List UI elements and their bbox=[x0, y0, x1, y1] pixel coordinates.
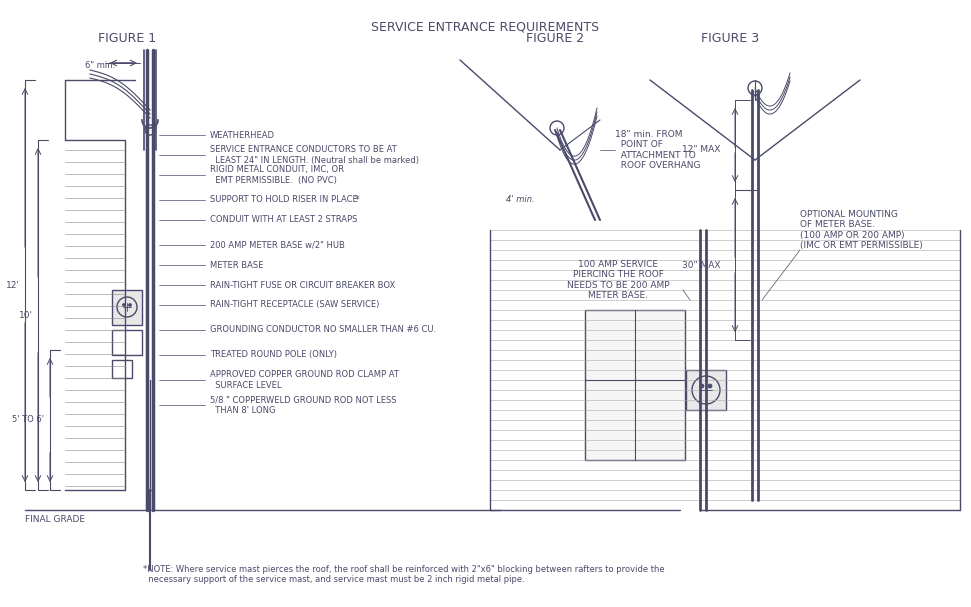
Text: *: * bbox=[355, 195, 359, 205]
Text: SERVICE ENTRANCE CONDUCTORS TO BE AT
  LEAST 24" IN LENGTH. (Neutral shall be ma: SERVICE ENTRANCE CONDUCTORS TO BE AT LEA… bbox=[210, 145, 419, 164]
Text: 10': 10' bbox=[19, 311, 33, 319]
Circle shape bbox=[128, 304, 131, 307]
Circle shape bbox=[708, 384, 712, 388]
Text: 6" min.: 6" min. bbox=[85, 61, 116, 69]
Text: FIGURE 2: FIGURE 2 bbox=[526, 32, 585, 44]
Text: RIGID METAL CONDUIT, IMC, OR
  EMT PERMISSIBLE.  (NO PVC): RIGID METAL CONDUIT, IMC, OR EMT PERMISS… bbox=[210, 165, 344, 185]
Text: WEATHERHEAD: WEATHERHEAD bbox=[210, 131, 275, 140]
Bar bbox=[112, 360, 132, 378]
Text: TREATED ROUND POLE (ONLY): TREATED ROUND POLE (ONLY) bbox=[210, 350, 337, 359]
Text: 12': 12' bbox=[6, 280, 20, 290]
Text: FINAL GRADE: FINAL GRADE bbox=[25, 515, 85, 524]
Bar bbox=[112, 330, 142, 355]
Text: APPROVED COPPER GROUND ROD CLAMP AT
  SURFACE LEVEL: APPROVED COPPER GROUND ROD CLAMP AT SURF… bbox=[210, 370, 399, 390]
Text: 100 AMP SERVICE
PIERCING THE ROOF
NEEDS TO BE 200 AMP
METER BASE.: 100 AMP SERVICE PIERCING THE ROOF NEEDS … bbox=[567, 260, 669, 300]
Text: RAIN-TIGHT FUSE OR CIRCUIT BREAKER BOX: RAIN-TIGHT FUSE OR CIRCUIT BREAKER BOX bbox=[210, 280, 395, 290]
Text: 4' min.: 4' min. bbox=[506, 195, 534, 205]
Text: FIGURE 3: FIGURE 3 bbox=[701, 32, 759, 44]
Text: CONDUIT WITH AT LEAST 2 STRAPS: CONDUIT WITH AT LEAST 2 STRAPS bbox=[210, 215, 357, 225]
Text: 12" MAX: 12" MAX bbox=[682, 146, 720, 155]
Text: GROUNDING CONDUCTOR NO SMALLER THAN #6 CU.: GROUNDING CONDUCTOR NO SMALLER THAN #6 C… bbox=[210, 325, 436, 334]
Text: SERVICE ENTRANCE REQUIREMENTS: SERVICE ENTRANCE REQUIREMENTS bbox=[371, 20, 599, 33]
Text: OPTIONAL MOUNTING
OF METER BASE.
(100 AMP OR 200 AMP)
(IMC OR EMT PERMISSIBLE): OPTIONAL MOUNTING OF METER BASE. (100 AM… bbox=[800, 210, 922, 250]
Text: RAIN-TIGHT RECEPTACLE (SAW SERVICE): RAIN-TIGHT RECEPTACLE (SAW SERVICE) bbox=[210, 300, 380, 310]
Text: 200 AMP METER BASE w/2" HUB: 200 AMP METER BASE w/2" HUB bbox=[210, 240, 345, 249]
Text: 18" min. FROM
  POINT OF
  ATTACHMENT TO
  ROOF OVERHANG: 18" min. FROM POINT OF ATTACHMENT TO ROO… bbox=[615, 130, 700, 170]
Bar bbox=[686, 370, 726, 410]
Text: *NOTE: Where service mast pierces the roof, the roof shall be reinforced with 2": *NOTE: Where service mast pierces the ro… bbox=[143, 565, 664, 585]
Bar bbox=[585, 310, 685, 460]
Text: 5' TO 6': 5' TO 6' bbox=[12, 416, 44, 424]
Text: FIGURE 1: FIGURE 1 bbox=[98, 32, 156, 44]
Text: SUPPORT TO HOLD RISER IN PLACE: SUPPORT TO HOLD RISER IN PLACE bbox=[210, 195, 357, 205]
Text: 5/8 " COPPERWELD GROUND ROD NOT LESS
  THAN 8' LONG: 5/8 " COPPERWELD GROUND ROD NOT LESS THA… bbox=[210, 395, 396, 415]
Text: METER BASE: METER BASE bbox=[210, 260, 263, 270]
Bar bbox=[112, 290, 142, 325]
Circle shape bbox=[700, 384, 704, 388]
Circle shape bbox=[122, 304, 125, 307]
Text: 30" MAX: 30" MAX bbox=[682, 260, 720, 270]
